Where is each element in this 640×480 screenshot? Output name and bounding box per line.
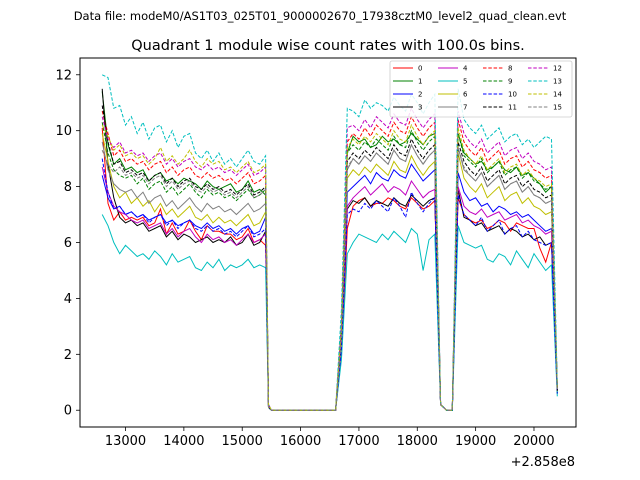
x-tick-label: 16000: [280, 434, 321, 449]
legend-label-7: 7: [463, 104, 467, 112]
legend-label-13: 13: [553, 78, 562, 86]
y-tick-label: 6: [64, 236, 72, 251]
chart-title: Quadrant 1 module wise count rates with …: [131, 38, 525, 54]
legend-label-11: 11: [508, 104, 517, 112]
legend-label-4: 4: [463, 65, 468, 73]
legend-label-5: 5: [463, 78, 467, 86]
legend-label-14: 14: [553, 91, 562, 99]
y-tick-label: 12: [55, 68, 72, 83]
legend-label-15: 15: [553, 104, 562, 112]
legend-label-2: 2: [418, 91, 422, 99]
y-tick-label: 10: [55, 124, 72, 139]
x-tick-label: 20000: [513, 434, 554, 449]
x-tick-label: 14000: [163, 434, 204, 449]
y-tick-label: 0: [64, 404, 72, 419]
data-file-label: Data file: modeM0/AS1T03_025T01_90000026…: [74, 9, 567, 23]
legend-label-9: 9: [508, 78, 512, 86]
legend-box: [389, 60, 573, 118]
legend-label-3: 3: [418, 104, 422, 112]
x-tick-label: 15000: [222, 434, 263, 449]
legend-label-12: 12: [553, 65, 562, 73]
series-group: [101, 74, 558, 411]
y-tick-label: 8: [64, 180, 72, 195]
y-tick-label: 4: [64, 292, 72, 307]
series-line-11: [101, 105, 558, 411]
legend-label-10: 10: [508, 91, 517, 99]
legend-label-1: 1: [418, 78, 422, 86]
series-line-14: [101, 123, 558, 411]
x-tick-label: 13000: [105, 434, 146, 449]
x-tick-label: 19000: [455, 434, 496, 449]
x-offset-label: +2.858e8: [511, 455, 575, 470]
legend-label-0: 0: [418, 65, 422, 73]
series-line-13: [101, 74, 558, 411]
legend-label-8: 8: [508, 65, 512, 73]
x-tick-label: 17000: [338, 434, 379, 449]
y-tick-label: 2: [64, 348, 72, 363]
legend-label-6: 6: [463, 91, 468, 99]
x-tick-label: 18000: [397, 434, 438, 449]
axis-ticks: 13000 14000 15000 16000 17000 18000 19000 20000…: [55, 68, 554, 449]
series-line-15: [101, 143, 558, 411]
